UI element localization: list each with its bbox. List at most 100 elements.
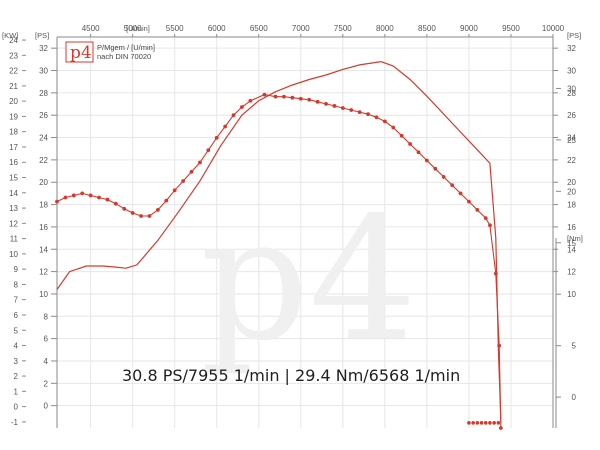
ps-tick-label-right: 14 (567, 245, 576, 254)
baseline-data-point (475, 421, 480, 425)
axes-layer: 4500 5000 5500 6000 6500 7000 7500 8000 8500 9000… (2, 24, 583, 428)
torque-data-point (155, 207, 160, 212)
torque-data-point (498, 426, 503, 430)
torque-data-point (181, 179, 186, 183)
x-tick-label: 8000 (376, 24, 394, 33)
ps-tick-label-right: 32 (567, 44, 576, 53)
torque-data-point (105, 197, 110, 202)
kw-tick-label: 9 (14, 265, 19, 274)
nm-tick-label: 10 (567, 290, 576, 299)
torque-data-point (366, 112, 370, 117)
torque-data-point (399, 133, 404, 138)
ps-tick-label-left: 14 (39, 245, 48, 254)
ps-tick-label-right: 20 (567, 178, 576, 187)
torque-data-point (483, 216, 488, 220)
p4-logo-box (65, 41, 94, 63)
ps-tick-label-left: 16 (39, 223, 48, 232)
torque-data-point (475, 207, 480, 212)
power-curve-ps (56, 60, 502, 423)
ps-tick-label-right: 12 (567, 268, 576, 277)
torque-data-point (408, 142, 412, 146)
x-tick-label: 9500 (502, 24, 520, 33)
ps-tick-label-right: 24 (567, 134, 576, 143)
baseline-data-point (492, 421, 496, 425)
series-layer (55, 60, 503, 430)
p4-logo: p4 (70, 43, 92, 63)
kw-tick-label: 13 (9, 204, 18, 213)
kw-tick-label: 23 (9, 51, 18, 60)
nm-unit-label: [Nm] (567, 234, 583, 243)
legend-line-2: nach DIN 70020 (97, 52, 151, 61)
x-tick-label: 9000 (460, 24, 478, 33)
torque-data-point (214, 135, 219, 140)
ps-tick-label-right: 30 (567, 67, 576, 76)
kw-tick-label: 19 (9, 112, 18, 121)
ps-tick-label-right: 26 (567, 111, 576, 120)
kw-tick-label: 4 (14, 342, 19, 351)
kw-tick-label: 15 (9, 174, 18, 183)
kw-tick-label: 14 (9, 189, 18, 198)
kw-tick-label: 17 (9, 143, 18, 152)
torque-data-point (139, 214, 143, 218)
kw-tick-label: 18 (9, 128, 18, 137)
ps-tick-label-right: 22 (567, 156, 576, 165)
torque-data-point (282, 94, 286, 99)
baseline-data-point (496, 421, 501, 425)
kw-tick-label: 5 (14, 326, 19, 335)
kw-tick-label: 8 (14, 280, 19, 289)
torque-data-point (391, 125, 396, 130)
kw-tick-label: 7 (14, 296, 19, 305)
ps-tick-label-right: 28 (567, 89, 576, 98)
nm-tick-label: 20 (567, 187, 576, 196)
baseline-data-point (471, 421, 475, 425)
torque-data-point (307, 97, 312, 102)
torque-data-point (488, 223, 492, 228)
torque-data-point (80, 191, 85, 196)
ps-tick-label-left: 30 (39, 67, 48, 76)
torque-data-point (467, 199, 471, 204)
kw-tick-label: 10 (9, 250, 18, 259)
ps-tick-label-left: 32 (39, 44, 48, 53)
kw-tick-label: 12 (9, 219, 18, 228)
torque-data-point (450, 183, 455, 188)
torque-data-point (189, 169, 194, 174)
torque-data-point (262, 92, 267, 97)
torque-data-point (315, 99, 320, 104)
torque-data-point (55, 199, 59, 204)
torque-data-point (332, 104, 337, 108)
torque-data-point (340, 106, 345, 110)
x-tick-label: 7500 (334, 24, 352, 33)
nm-tick-label: 30 (567, 84, 576, 93)
torque-data-point (223, 124, 228, 129)
ps-tick-label-right: 16 (567, 223, 576, 232)
torque-data-point (122, 206, 127, 211)
torque-data-point (206, 148, 211, 153)
x-tick-label: 7000 (292, 24, 310, 33)
kw-tick-label: 22 (9, 67, 18, 76)
torque-data-point (71, 193, 76, 198)
torque-data-point (240, 105, 244, 109)
ps-tick-label-left: 22 (39, 156, 48, 165)
x-tick-label: 4500 (82, 24, 100, 33)
legend-line-1: P/Mgem / [U/min] (97, 43, 155, 52)
torque-data-point (113, 201, 118, 206)
x-tick-label: 5500 (166, 24, 184, 33)
kw-tick-label: 21 (9, 82, 18, 91)
kw-unit-label: [KW] (2, 31, 18, 40)
x-tick-label: 5000 (124, 24, 142, 33)
torque-data-point (324, 101, 328, 106)
torque-data-point (290, 95, 295, 100)
baseline-data-point (488, 421, 492, 425)
x-tick-label: 6000 (208, 24, 226, 33)
x-unit-label: [U/min] (126, 24, 150, 33)
ps-tick-label-left: 24 (39, 134, 48, 143)
x-tick-label: 6500 (250, 24, 268, 33)
x-tick-label: 10000 (542, 24, 565, 33)
baseline-data-point (479, 421, 484, 425)
ps-tick-label-left: 26 (39, 111, 48, 120)
kw-tick-label: 24 (9, 36, 18, 45)
kw-tick-label: 20 (9, 97, 18, 106)
nm-tick-label: 15 (567, 239, 576, 248)
ps-tick-label-left: 12 (39, 268, 48, 277)
